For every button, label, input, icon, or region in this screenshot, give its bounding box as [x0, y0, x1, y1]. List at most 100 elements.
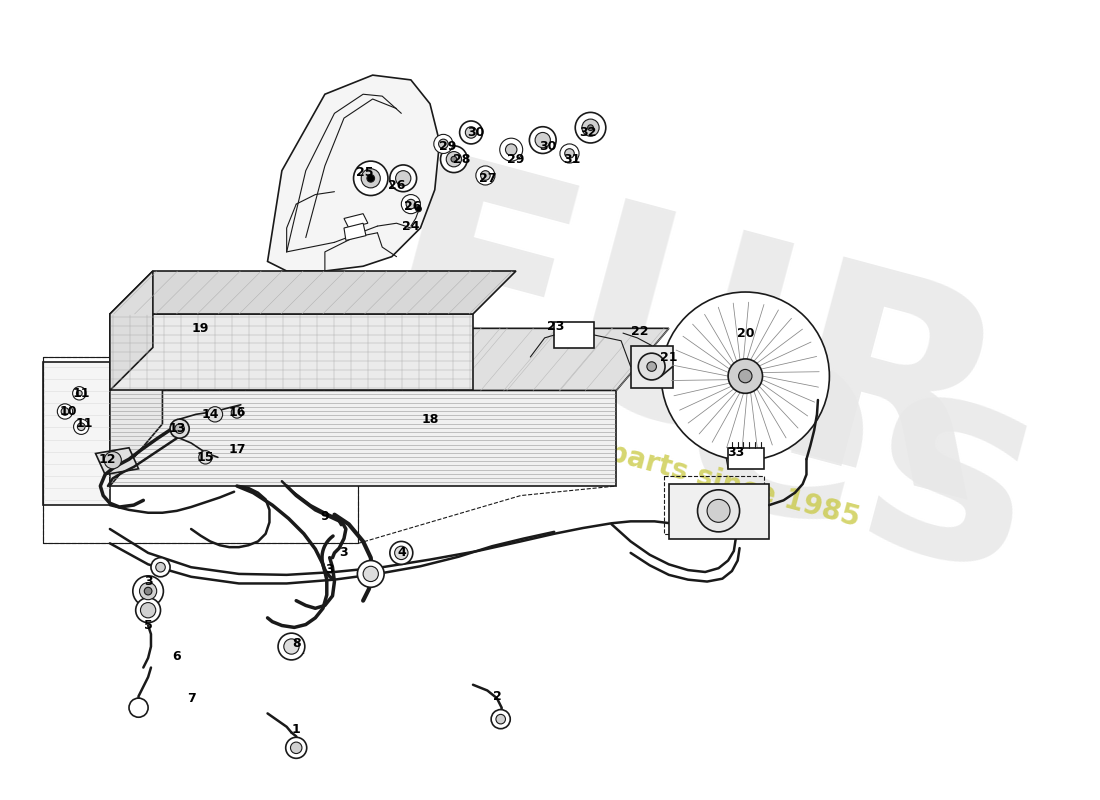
Circle shape — [707, 499, 730, 522]
Circle shape — [389, 542, 412, 564]
Circle shape — [353, 161, 388, 195]
Circle shape — [133, 576, 164, 606]
Text: EUR: EUR — [349, 140, 1026, 564]
Polygon shape — [110, 328, 669, 390]
Circle shape — [496, 714, 506, 724]
Circle shape — [661, 292, 829, 460]
Circle shape — [76, 390, 82, 396]
Text: 23: 23 — [548, 320, 564, 333]
Circle shape — [231, 406, 243, 418]
Circle shape — [290, 742, 301, 754]
Circle shape — [447, 151, 462, 167]
Circle shape — [440, 146, 467, 173]
Text: 20: 20 — [737, 326, 755, 340]
Text: 3: 3 — [326, 562, 334, 576]
Circle shape — [73, 386, 86, 400]
Text: 8: 8 — [292, 637, 300, 650]
Circle shape — [284, 639, 299, 654]
Text: 7: 7 — [187, 692, 196, 705]
Text: 9: 9 — [320, 510, 329, 523]
Circle shape — [389, 165, 417, 192]
Text: 22: 22 — [631, 325, 649, 338]
Circle shape — [129, 698, 149, 718]
Bar — [43, 357, 359, 543]
Polygon shape — [344, 223, 366, 241]
Text: 33: 33 — [727, 446, 745, 459]
Text: 5: 5 — [144, 619, 153, 632]
Circle shape — [564, 149, 574, 158]
Circle shape — [738, 370, 752, 383]
Text: 16: 16 — [229, 406, 245, 419]
Text: 26: 26 — [404, 199, 421, 213]
Circle shape — [278, 633, 305, 660]
Polygon shape — [669, 484, 769, 538]
Text: 1: 1 — [292, 723, 300, 736]
Circle shape — [728, 359, 762, 394]
Circle shape — [402, 194, 420, 214]
Circle shape — [582, 119, 600, 136]
Text: 13: 13 — [168, 422, 186, 435]
Circle shape — [104, 451, 121, 469]
Circle shape — [396, 170, 411, 186]
Circle shape — [140, 582, 156, 600]
Polygon shape — [110, 390, 616, 486]
Text: 30: 30 — [468, 126, 484, 139]
Text: 31: 31 — [563, 153, 580, 166]
Text: 11: 11 — [75, 418, 92, 430]
Text: 4: 4 — [397, 546, 406, 559]
Text: 6: 6 — [173, 650, 182, 662]
Circle shape — [575, 112, 606, 143]
Circle shape — [451, 156, 456, 162]
Circle shape — [62, 408, 69, 415]
Circle shape — [587, 125, 593, 130]
Text: 3: 3 — [340, 546, 349, 559]
Circle shape — [476, 166, 495, 185]
Polygon shape — [110, 271, 153, 390]
Circle shape — [491, 710, 510, 729]
Circle shape — [499, 138, 522, 161]
Circle shape — [361, 169, 381, 188]
Circle shape — [433, 134, 453, 154]
Circle shape — [367, 174, 375, 182]
Circle shape — [439, 139, 448, 149]
Polygon shape — [630, 346, 673, 387]
Polygon shape — [110, 328, 163, 486]
Text: 15: 15 — [197, 451, 215, 464]
Circle shape — [141, 602, 156, 618]
Circle shape — [77, 423, 85, 430]
Text: 18: 18 — [421, 413, 439, 426]
Circle shape — [697, 490, 739, 532]
Circle shape — [156, 562, 165, 572]
Text: 32: 32 — [579, 126, 596, 139]
Circle shape — [395, 546, 408, 559]
Text: 21: 21 — [660, 350, 678, 363]
Circle shape — [363, 566, 378, 582]
Circle shape — [535, 133, 550, 148]
Circle shape — [416, 206, 421, 212]
Text: 19: 19 — [192, 322, 209, 335]
Text: a passion for parts since 1985: a passion for parts since 1985 — [398, 382, 862, 532]
Text: 26: 26 — [388, 178, 405, 191]
Bar — [728, 448, 764, 469]
Circle shape — [175, 424, 185, 434]
Circle shape — [529, 126, 557, 154]
Polygon shape — [267, 75, 440, 271]
Circle shape — [144, 587, 152, 595]
Circle shape — [151, 558, 170, 577]
Text: 17: 17 — [228, 443, 245, 456]
Circle shape — [74, 419, 89, 434]
Circle shape — [647, 362, 657, 371]
Polygon shape — [110, 314, 473, 390]
Circle shape — [286, 738, 307, 758]
Circle shape — [406, 199, 416, 209]
Text: 14: 14 — [201, 408, 219, 421]
Text: 27: 27 — [478, 172, 496, 185]
Polygon shape — [344, 214, 367, 228]
Text: 29: 29 — [507, 153, 525, 166]
Polygon shape — [43, 362, 110, 505]
Text: 11: 11 — [73, 387, 90, 400]
Text: 25: 25 — [356, 166, 374, 179]
Text: 12: 12 — [98, 453, 116, 466]
Circle shape — [481, 170, 491, 180]
Circle shape — [358, 561, 384, 587]
